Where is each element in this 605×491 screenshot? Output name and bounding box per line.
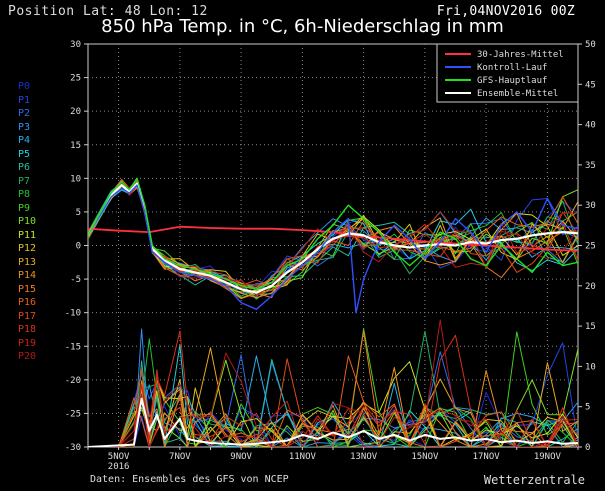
- y-tick-label-right: 50: [585, 40, 596, 50]
- y-tick-label-left: 10: [70, 174, 81, 184]
- y-tick-label-left: 25: [70, 74, 81, 84]
- ensemble-mean-line: [88, 182, 578, 294]
- control-run-line: [88, 184, 578, 314]
- precip-mean-line: [88, 397, 578, 447]
- y-tick-label-left: 15: [70, 141, 81, 151]
- position-label: Position Lat: 48 Lon: 12: [8, 4, 208, 19]
- run-date-label: Fri,04NOV2016 00Z: [436, 4, 575, 19]
- member-label-p16: P16: [18, 297, 37, 308]
- member-label-p14: P14: [18, 270, 37, 281]
- y-tick-label-left: -15: [65, 342, 81, 352]
- member-label-p18: P18: [18, 324, 37, 335]
- member-label-p1: P1: [18, 94, 31, 106]
- member-label-p5: P5: [18, 148, 31, 160]
- member-label-p9: P9: [18, 202, 31, 214]
- y-tick-label-right: 30: [585, 201, 596, 211]
- y-tick-label-left: 30: [70, 40, 81, 50]
- y-tick-label-left: -10: [65, 309, 81, 319]
- y-tick-label-right: 40: [585, 121, 596, 131]
- member-precip-line: [88, 370, 578, 447]
- chart-title: 850 hPa Temp. in °C, 6h-Niederschlag in …: [101, 16, 504, 37]
- gfs-main-run-line: [88, 177, 578, 290]
- y-tick-label-left: -25: [65, 409, 81, 419]
- y-tick-label-left: 20: [70, 107, 81, 117]
- member-label-p12: P12: [18, 243, 37, 254]
- member-label-p0: P0: [18, 81, 31, 92]
- member-precip-line: [88, 330, 578, 447]
- x-tick-label: 13NOV: [350, 452, 378, 462]
- y-tick-label-right: 25: [585, 242, 596, 252]
- member-label-p6: P6: [18, 162, 31, 173]
- member-label-p10: P10: [18, 216, 37, 227]
- member-label-p8: P8: [18, 189, 31, 200]
- member-label-p4: P4: [18, 135, 31, 146]
- data-source-label: Daten: Ensembles des GFS von NCEP: [90, 474, 289, 485]
- member-label-p13: P13: [18, 256, 37, 268]
- member-precip-line: [88, 319, 578, 447]
- member-label-p11: P11: [18, 229, 37, 241]
- ensemble-member-list: P0 P1 P2 P3 P4 P5 P6 P7 P8 P9 P10 P11 P12 P13 P14 P15 P1…: [18, 80, 36, 364]
- y-tick-label-right: 15: [585, 322, 596, 332]
- member-precip-line: [88, 330, 578, 447]
- legend-label: GFS-Hauptlauf: [477, 76, 547, 86]
- y-tick-label-right: 20: [585, 282, 596, 292]
- x-tick-label: 5NOV: [108, 452, 130, 462]
- brand-label: Wetterzentrale: [483, 473, 585, 487]
- y-tick-label-left: 5: [76, 208, 81, 218]
- y-tick-label-left: -5: [70, 275, 81, 285]
- member-label-p19: P19: [18, 337, 37, 349]
- x-tick-label: 17NOV: [473, 452, 501, 462]
- y-tick-label-right: 35: [585, 161, 596, 171]
- member-precip-line: [88, 367, 578, 447]
- x-tick-label: 11NOV: [289, 452, 317, 462]
- legend-label: Ensemble-Mittel: [477, 89, 558, 99]
- member-label-p15: P15: [18, 283, 37, 295]
- plot-area: [88, 177, 578, 447]
- y-tick-label-left: 0: [76, 242, 81, 252]
- x-tick-label: 7NOV: [169, 452, 191, 462]
- y-tick-label-right: 0: [585, 443, 590, 453]
- x-tick-label: 15NOV: [411, 452, 439, 462]
- x-tick-label: 2016: [108, 462, 130, 472]
- x-tick-label: 9NOV: [230, 452, 252, 462]
- member-label-p7: P7: [18, 175, 31, 187]
- member-label-p17: P17: [18, 310, 37, 322]
- x-tick-label: 19NOV: [534, 452, 562, 462]
- member-label-p20: P20: [18, 351, 37, 362]
- y-tick-label-right: 45: [585, 80, 596, 90]
- y-tick-label-left: -20: [65, 376, 81, 386]
- member-label-p3: P3: [18, 121, 31, 133]
- legend-label: 30-Jahres-Mittel: [477, 50, 564, 60]
- member-label-p2: P2: [18, 108, 31, 119]
- y-tick-label-left: -30: [65, 443, 81, 453]
- member-precip-line: [88, 347, 578, 447]
- y-tick-label-right: 10: [585, 362, 596, 372]
- y-tick-label-right: 5: [585, 403, 590, 413]
- legend-label: Kontroll-Lauf: [477, 63, 547, 73]
